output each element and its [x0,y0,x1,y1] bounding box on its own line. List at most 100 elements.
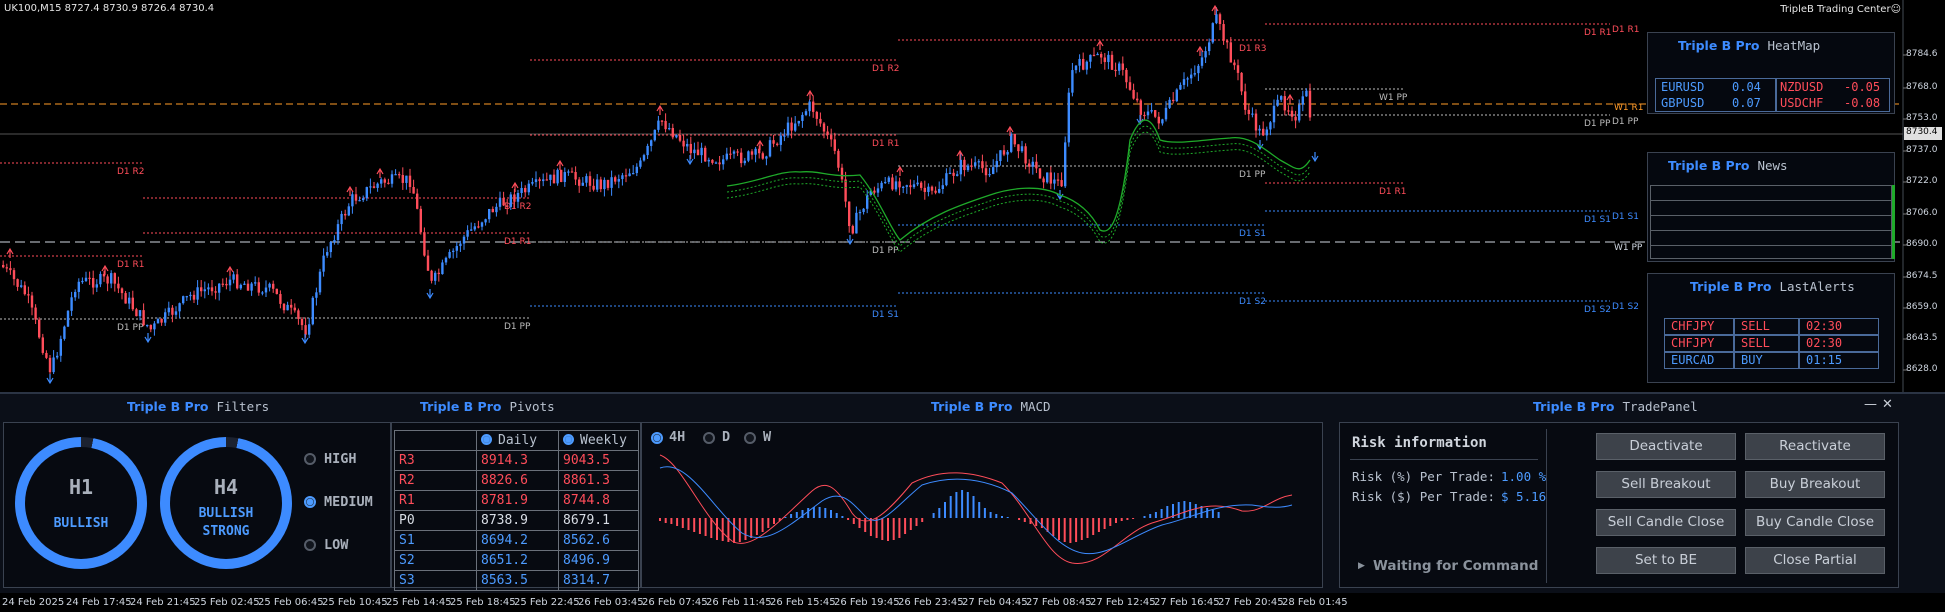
candle-body [171,307,174,315]
alert-side-cell: SELL [1734,335,1799,352]
minimize-button[interactable]: — [1864,397,1877,412]
tf-w-radio[interactable] [744,432,756,444]
candle-body [891,177,894,190]
candle-body [264,287,268,293]
set-to-be-button[interactable]: Set to BE [1596,547,1736,574]
candle-body [84,277,88,281]
tf-d-radio[interactable] [703,432,715,444]
candle-body [956,174,959,176]
h1-gauge-label: H1 [68,475,94,499]
time-tick-label: 27 Feb 12:45 [1090,597,1156,608]
pivot-level-label: D1 R1 [872,139,900,149]
candle-body [372,186,376,188]
time-tick-label: 25 Feb 14:45 [386,597,452,608]
news-list[interactable] [1650,185,1892,259]
candle-body [563,172,566,182]
price-tick-label: 8706.0 [1906,208,1938,218]
candle-body [1190,74,1193,79]
last-alerts-panel[interactable]: Triple B Pro LastAlerts CHFJPY SELL 02:30 CH… [1647,273,1895,383]
candle-body [740,152,743,164]
ma-band-main [726,119,1311,241]
time-tick-label: 26 Feb 03:45 [578,597,644,608]
candle-body [1301,96,1304,105]
buy-breakout-button[interactable]: Buy Breakout [1745,471,1885,498]
candle-body [1150,110,1153,112]
news-title: Triple B Pro News [1668,158,1788,173]
candle-body [1092,54,1096,57]
pivot-weekly-cell: 8562.6 [558,530,639,551]
close-partial-button[interactable]: Close Partial [1745,547,1885,574]
candle-body [729,153,732,155]
deactivate-button[interactable]: Deactivate [1596,433,1736,460]
candle-body [693,149,696,154]
risk-low-label: LOW [324,537,349,553]
candle-body [41,337,44,353]
pivot-weekly-cell: 8496.9 [558,550,639,571]
candle-body [686,143,689,147]
heatmap-title: Triple B Pro HeatMap [1678,38,1821,53]
candle-body [45,352,48,358]
candle-body [560,169,563,182]
candle-body [156,318,160,324]
candle-body [1060,180,1063,187]
heatmap-panel[interactable]: Triple B Pro HeatMap EURUSD 0.04 GBPUSD 0… [1647,32,1895,114]
pivot-daily-cell: 8738.9 [476,510,559,531]
candle-body [502,197,505,206]
time-tick-label: 24 Feb 21:45 [130,597,196,608]
candle-body [466,230,469,237]
candle-body [812,101,815,112]
weekly-radio[interactable] [563,434,574,445]
heatmap-negative-box [1776,78,1890,112]
risk-medium-radio[interactable] [304,496,316,508]
candle-body [700,147,703,156]
reactivate-button[interactable]: Reactivate [1745,433,1885,460]
pivot-row: S3 8563.5 8314.7 [394,570,639,591]
candle-body [63,326,66,339]
daily-radio[interactable] [481,434,492,445]
sell-candle-close-button[interactable]: Sell Candle Close [1596,509,1736,536]
tf-d-label: D [722,429,731,445]
candle-body [1006,151,1009,155]
candle-body [405,175,408,183]
sell-arrow [686,155,694,166]
candle-body [783,135,786,137]
chart-area [0,0,1903,390]
buy-arrow [6,247,14,258]
daily-column-header[interactable]: Daily [476,430,559,451]
candle-body [977,161,980,163]
candle-body [1308,90,1312,118]
news-scrollbar[interactable] [1892,185,1895,259]
tf-4h-radio[interactable] [651,432,663,444]
candle-body [56,355,59,358]
candle-body [1226,40,1229,43]
news-panel[interactable]: Triple B Pro News [1647,152,1895,262]
candle-body [628,173,631,177]
risk-high-radio[interactable] [304,453,316,465]
candle-body [1211,23,1214,43]
candle-body [74,291,77,298]
pivot-row: R2 8826.6 8861.3 [394,470,639,491]
risk-low-radio[interactable] [304,539,316,551]
candle-body [552,174,556,184]
pivot-level-label: D1 R1 [117,260,145,270]
candle-body [99,273,102,285]
candle-body [246,283,250,291]
candle-body [462,236,466,244]
sell-breakout-button[interactable]: Sell Breakout [1596,471,1736,498]
candle-body [149,324,152,330]
weekly-column-header[interactable]: Weekly [558,430,639,451]
close-button[interactable]: ✕ [1882,397,1893,412]
buy-candle-close-button[interactable]: Buy Candle Close [1745,509,1885,536]
sell-arrow [46,374,54,385]
candle-body [1053,179,1056,184]
candle-body [696,149,700,156]
heatmap-pair: USDCHF [1780,96,1824,110]
pivot-name-cell: S3 [394,570,477,591]
candle-body [480,222,484,227]
candle-body [1020,146,1024,152]
heatmap-value: 0.04 [1732,80,1761,94]
candle-body [477,226,480,228]
candle-body [1046,172,1049,183]
pivot-row: S1 8694.2 8562.6 [394,530,639,551]
